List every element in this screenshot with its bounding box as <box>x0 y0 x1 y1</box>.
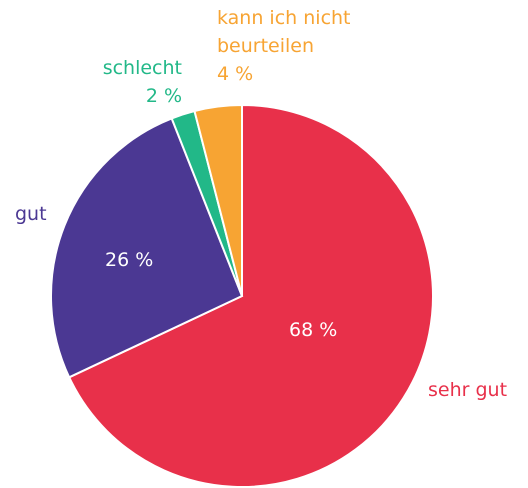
value-label: 26 % <box>105 249 154 271</box>
pie-slice <box>67 103 434 488</box>
value-label: 2 % <box>145 85 182 107</box>
value-label: 68 % <box>289 319 338 341</box>
category-label: sehr gut <box>428 379 508 401</box>
pie-slice <box>50 117 244 379</box>
category-label: schlecht <box>102 57 182 79</box>
pie-slice <box>193 103 243 297</box>
category-label: gut <box>15 203 47 225</box>
value-label: 4 % <box>217 63 254 85</box>
category-label: kann ich nicht beurteilen <box>217 7 351 57</box>
